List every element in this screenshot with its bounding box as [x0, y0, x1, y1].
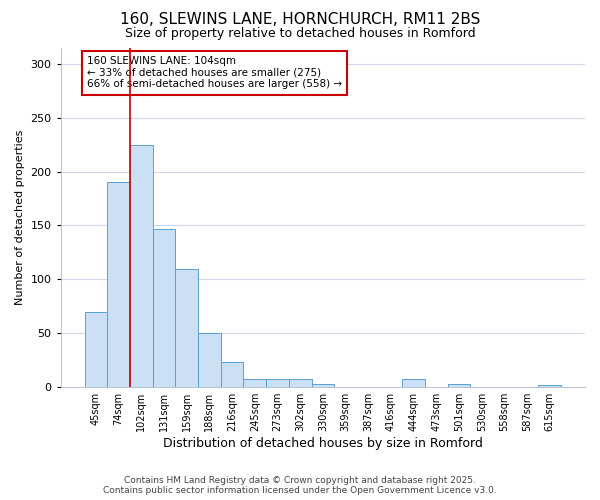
Bar [266, 378, 289, 387]
Bar [152, 228, 175, 387]
X-axis label: Distribution of detached houses by size in Romford: Distribution of detached houses by size … [163, 437, 483, 450]
Bar [289, 378, 311, 387]
Bar [538, 385, 561, 387]
Text: 160, SLEWINS LANE, HORNCHURCH, RM11 2BS: 160, SLEWINS LANE, HORNCHURCH, RM11 2BS [120, 12, 480, 28]
Bar [244, 378, 266, 387]
Bar [107, 182, 130, 387]
Bar [175, 268, 198, 387]
Bar [198, 334, 221, 387]
Bar [85, 312, 107, 387]
Text: Contains HM Land Registry data © Crown copyright and database right 2025.
Contai: Contains HM Land Registry data © Crown c… [103, 476, 497, 495]
Bar [311, 384, 334, 387]
Text: Size of property relative to detached houses in Romford: Size of property relative to detached ho… [125, 28, 475, 40]
Bar [221, 362, 244, 387]
Bar [130, 144, 152, 387]
Bar [448, 384, 470, 387]
Text: 160 SLEWINS LANE: 104sqm
← 33% of detached houses are smaller (275)
66% of semi-: 160 SLEWINS LANE: 104sqm ← 33% of detach… [87, 56, 342, 90]
Y-axis label: Number of detached properties: Number of detached properties [15, 130, 25, 305]
Bar [402, 378, 425, 387]
